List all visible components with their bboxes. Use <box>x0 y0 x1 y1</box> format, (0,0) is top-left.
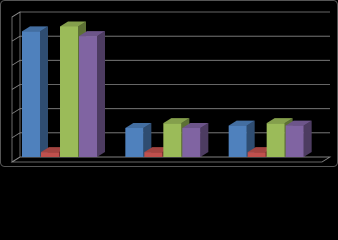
bar-side <box>40 26 48 158</box>
chart <box>0 0 338 167</box>
bar <box>266 123 285 157</box>
bar <box>144 152 163 157</box>
bar-top <box>125 123 152 128</box>
bar-side <box>246 120 255 157</box>
grid-line <box>11 108 330 115</box>
grid-line <box>11 84 330 90</box>
bar-top <box>79 31 105 37</box>
bar <box>41 152 59 157</box>
grid-line <box>11 132 330 139</box>
grid-line <box>11 35 330 42</box>
bar <box>247 152 266 157</box>
bar <box>228 125 247 157</box>
bar <box>22 31 40 157</box>
bar-top <box>228 120 255 126</box>
bar-top <box>285 120 312 126</box>
bar <box>125 128 144 157</box>
bar-side <box>97 31 105 158</box>
bar <box>79 36 97 157</box>
bar-side <box>200 123 209 157</box>
grid-line <box>11 59 330 66</box>
bar-top <box>163 118 190 124</box>
bar-side <box>143 123 152 157</box>
bar-top <box>182 123 209 128</box>
bar <box>285 125 304 157</box>
grid-line <box>11 156 330 163</box>
bar-top <box>22 26 48 32</box>
bar <box>163 123 182 157</box>
bar <box>60 26 78 157</box>
bar-top <box>60 21 86 27</box>
grid-line <box>11 11 330 18</box>
bar-side <box>303 120 312 157</box>
page: (() => { const data = JSON.parse(documen… <box>0 0 338 167</box>
bar-top <box>266 118 293 124</box>
bar <box>182 128 201 157</box>
